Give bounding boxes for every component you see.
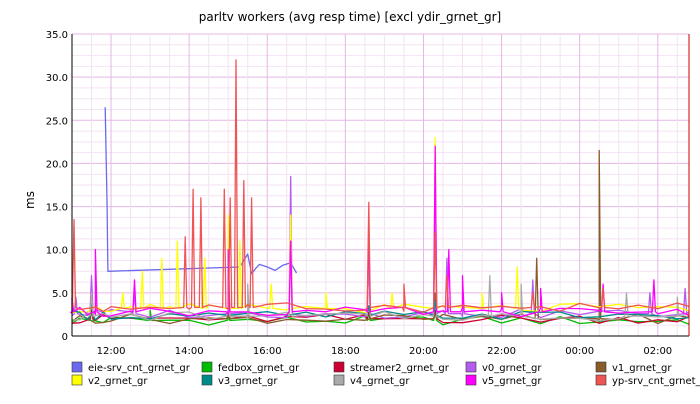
x-tick-label: 02:00 [643, 346, 672, 357]
legend-swatch [201, 374, 213, 386]
series-line-v5_grnet_gr [69, 145, 690, 318]
legend-swatch [71, 361, 83, 373]
x-tick-label: 16:00 [253, 346, 282, 357]
x-tick-label: 20:00 [409, 346, 438, 357]
y-tick-label: 5.0 [52, 289, 68, 300]
legend: eie-srv_cnt_grnet_gr fedbox_grnet_gr strea… [71, 361, 700, 387]
chart-title: parltv workers (avg resp time) [excl ydi… [199, 10, 502, 24]
legend-label: v1_grnet_gr [612, 363, 672, 374]
series-line-v2_grnet_gr [71, 136, 690, 314]
axes [71, 34, 690, 337]
y-tick-label: 25.0 [46, 116, 68, 127]
ticks: 0 5.0 10.0 15.0 20.0 25.0 30.0 35.0 12:00 14:00 16… [46, 30, 672, 357]
series-layer [69, 59, 690, 326]
legend-label: eie-srv_cnt_grnet_gr [88, 363, 191, 374]
legend-label: fedbox_grnet_gr [218, 363, 300, 374]
legend-label: v5_grnet_gr [482, 376, 542, 387]
legend-swatch [71, 374, 83, 386]
x-tick-label: 12:00 [97, 346, 126, 357]
x-tick-label: 18:00 [331, 346, 360, 357]
grid [72, 33, 689, 337]
legend-swatch [595, 361, 607, 373]
x-tick-label: 22:00 [487, 346, 516, 357]
y-tick-label: 10.0 [46, 246, 68, 257]
legend-swatch [595, 374, 607, 386]
series-line-eie-srv_cnt_grnet_gr [104, 107, 298, 275]
x-tick-label: 00:00 [565, 346, 594, 357]
legend-swatch [465, 361, 477, 373]
y-tick-label: 15.0 [46, 203, 68, 214]
y-tick-label: 20.0 [46, 159, 68, 170]
legend-swatch [333, 361, 345, 373]
legend-label: streamer2_grnet_gr [350, 363, 450, 374]
legend-swatch [465, 374, 477, 386]
legend-swatch [201, 361, 213, 373]
y-axis-label: ms [23, 191, 37, 209]
legend-label: v0_grnet_gr [482, 363, 542, 374]
legend-label: v4_grnet_gr [350, 376, 410, 387]
series-line-yp-srv_cnt_grnet_gr [71, 59, 690, 313]
legend-label: v3_grnet_gr [218, 376, 278, 387]
series-line-v0_grnet_gr [71, 175, 690, 319]
series-line-v1_grnet_gr [71, 149, 690, 325]
x-tick-label: 14:00 [175, 346, 204, 357]
series-line-v4_grnet_gr [71, 158, 690, 322]
legend-label: v2_grnet_gr [88, 376, 148, 387]
legend-label: yp-srv_cnt_grnet_ [612, 376, 700, 387]
y-tick-label: 0 [62, 332, 68, 343]
y-tick-label: 30.0 [46, 73, 68, 84]
legend-swatch [333, 374, 345, 386]
series-line-v3_grnet_gr [71, 292, 690, 321]
y-tick-label: 35.0 [46, 30, 68, 41]
